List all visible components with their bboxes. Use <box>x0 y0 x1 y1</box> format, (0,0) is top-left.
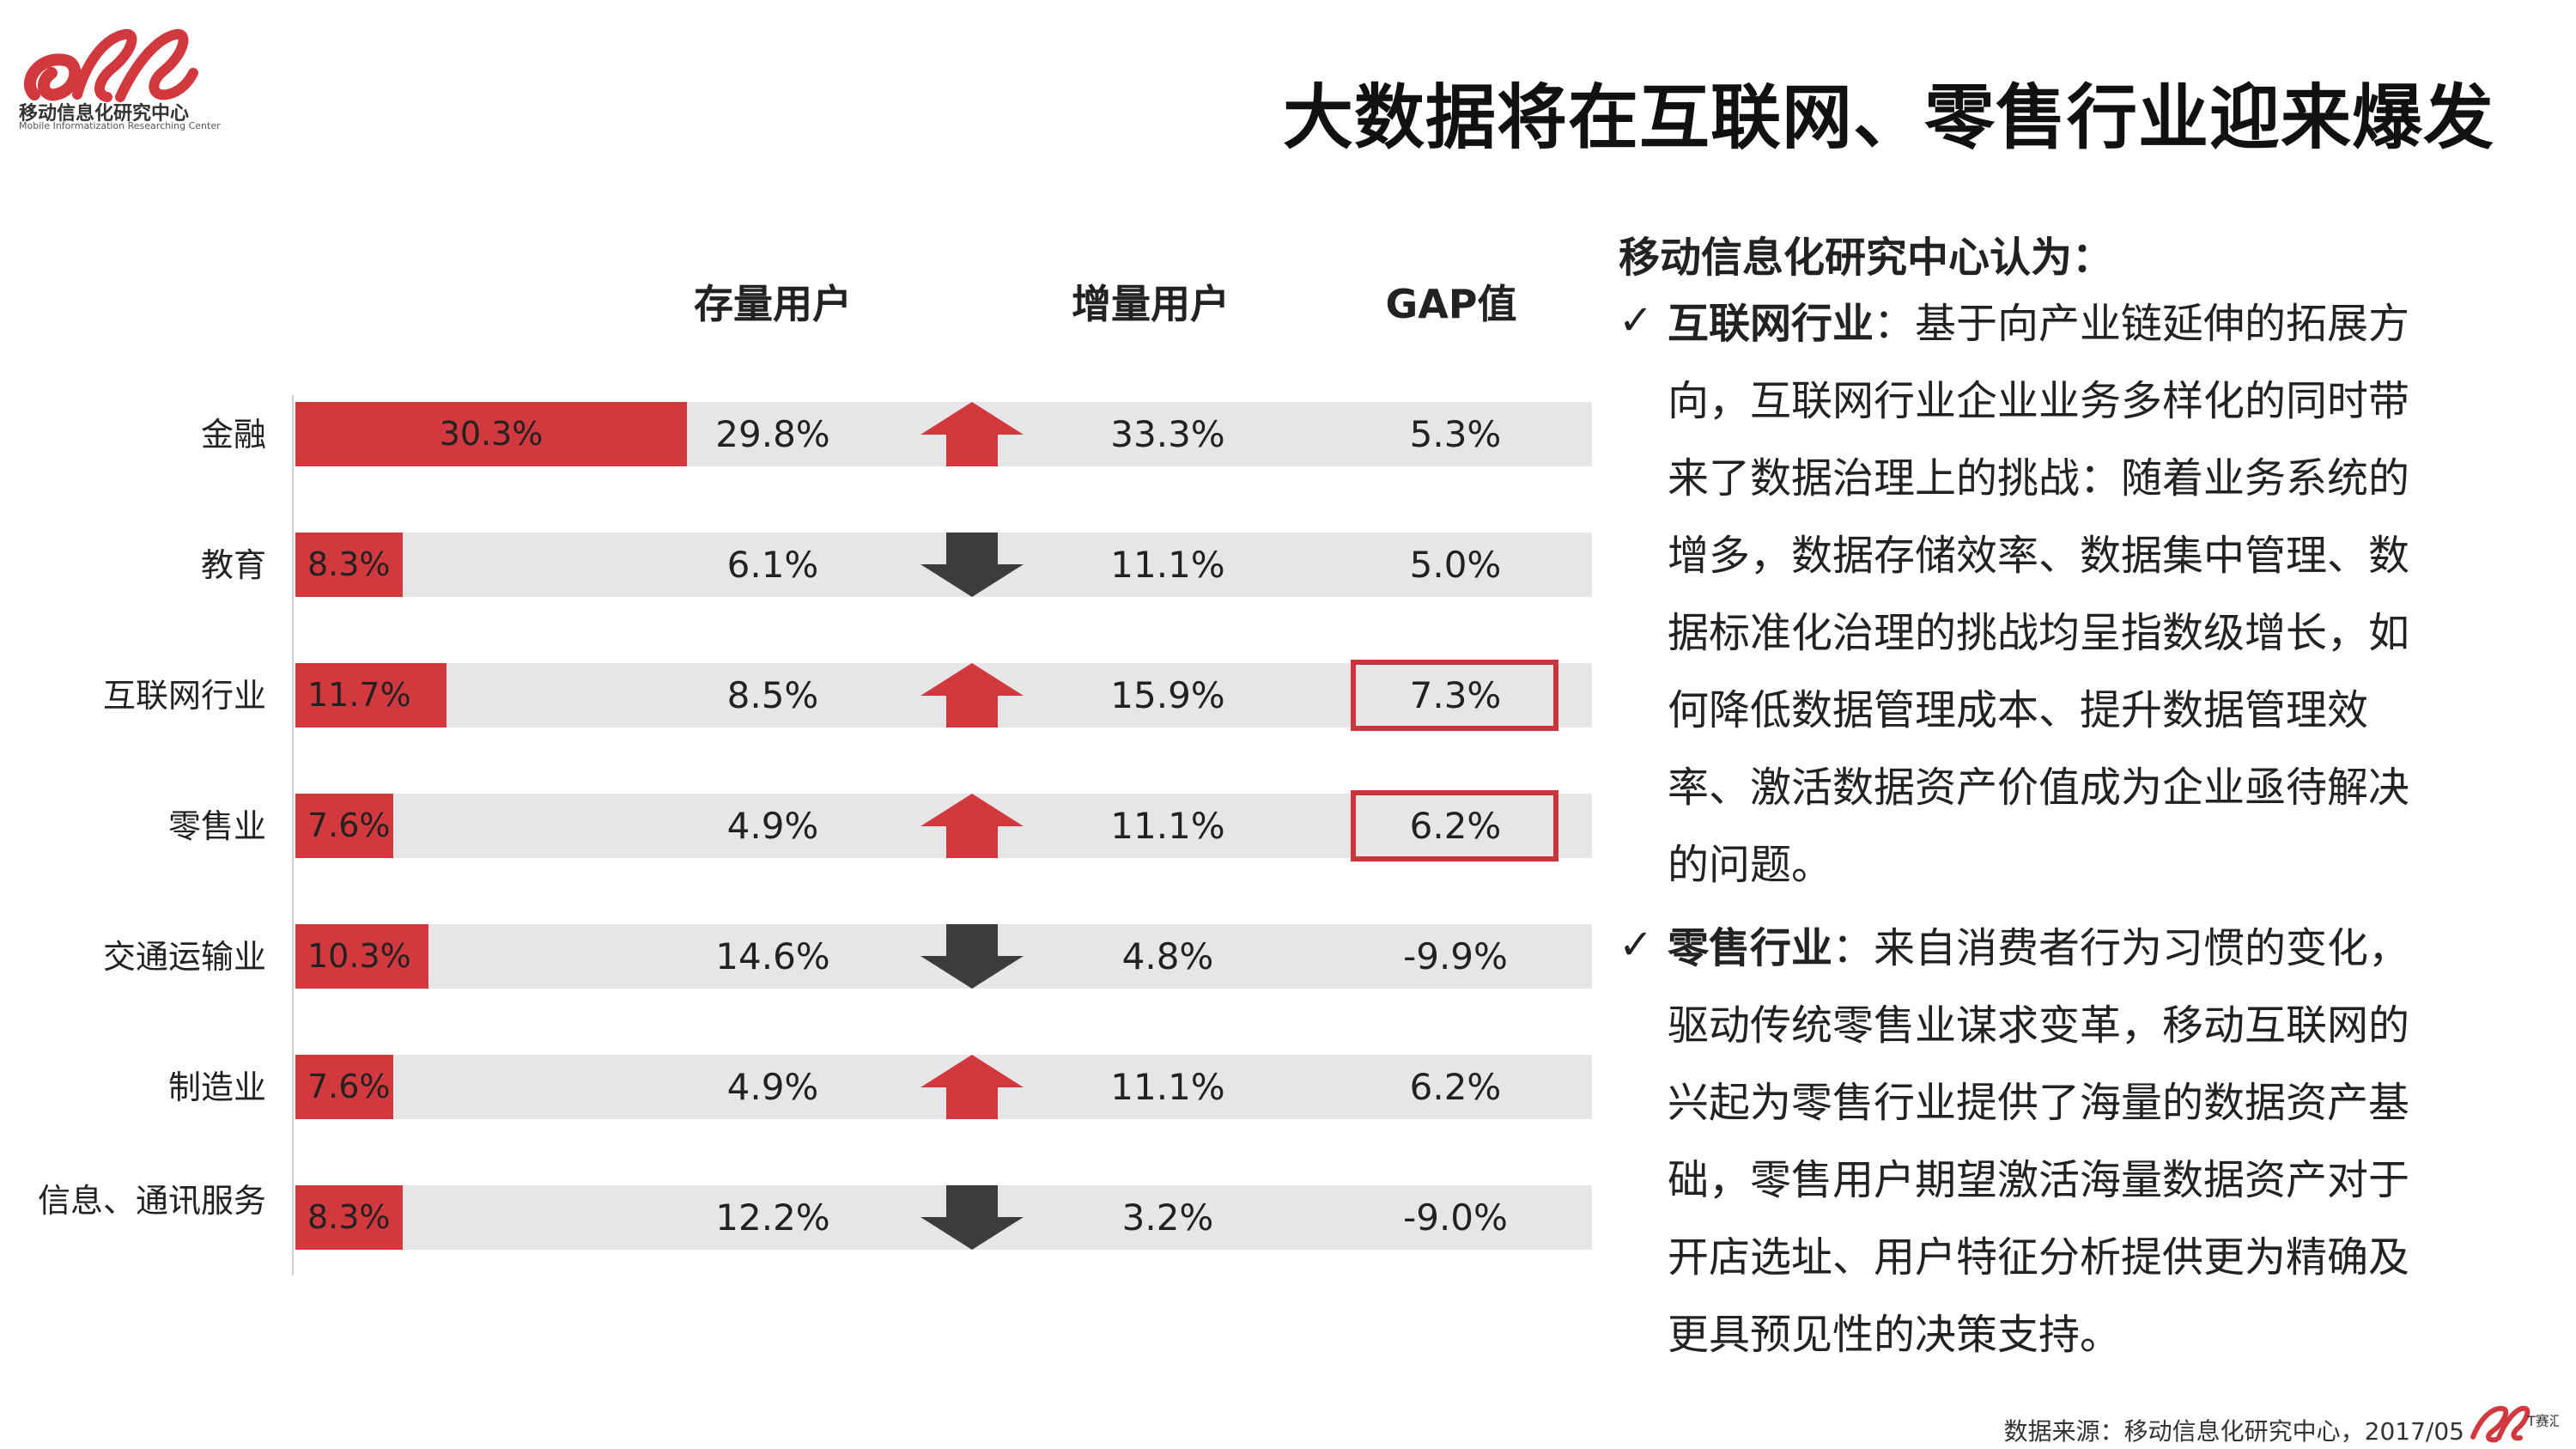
brand-logo <box>24 28 198 102</box>
bar-value-label: 7.6% <box>307 1068 391 1105</box>
bar <box>295 402 687 466</box>
increment-value: 33.3% <box>1110 413 1225 455</box>
increment-value: 3.2% <box>1121 1196 1214 1239</box>
check-icon: ✓ <box>1619 921 1654 969</box>
commentary-point-text: ：基于向产业链延伸的拓展方向，互联网行业企业业务多样化的同时带来了数据治理上的挑… <box>1668 300 2410 889</box>
stock-value: 4.9% <box>726 805 819 847</box>
commentary-point-internet: 互联网行业：基于向产业链延伸的拓展方向，互联网行业企业业务多样化的同时带来了数据… <box>1668 285 2440 904</box>
category-label: 教育 <box>200 546 266 584</box>
gap-value: 5.0% <box>1409 544 1502 586</box>
category-label: 金融 <box>200 416 266 454</box>
stock-value: 29.8% <box>715 413 830 455</box>
arrow-up-shape <box>920 402 1024 466</box>
category-axis-line <box>292 395 294 1275</box>
gap-value: 6.2% <box>1409 1066 1502 1108</box>
arrow-down-shape <box>920 533 1024 597</box>
page-title: 大数据将在互联网、零售行业迎来爆发 <box>1282 77 2494 159</box>
increment-value: 15.9% <box>1110 674 1225 716</box>
commentary-title: 移动信息化研究中心认为： <box>1619 234 2114 282</box>
stock-value: 14.6% <box>715 935 830 977</box>
arrow-up-icon <box>920 794 1024 858</box>
check-icon: ✓ <box>1619 296 1654 344</box>
commentary-point-heading: 互联网行业 <box>1668 300 1874 348</box>
bar-value-label: 8.3% <box>307 545 391 583</box>
bar <box>295 924 428 989</box>
gap-value: 7.3% <box>1409 674 1502 716</box>
commentary-point-text: ：来自消费者行为习惯的变化，驱动传统零售业谋求变革，移动互联网的兴起为零售行业提… <box>1668 924 2410 1359</box>
gap-highlight-box <box>1351 790 1558 861</box>
brand-subtitle: Mobile Informatization Researching Cente… <box>19 120 221 131</box>
stock-value: 8.5% <box>726 674 819 716</box>
bar <box>295 533 403 597</box>
gap-value: 6.2% <box>1409 805 1502 847</box>
arrow-up-icon <box>920 402 1024 466</box>
arrow-down-icon <box>920 1185 1024 1250</box>
bar <box>295 1185 403 1250</box>
category-label: 交通运输业 <box>102 938 266 976</box>
commentary-point-heading: 零售行业 <box>1668 924 1833 972</box>
industry-comparison-chart: 金融 30.3% 29.8% 33.3% 5.3% 教育 8.3% 6.1% 11.1% 5.0%… <box>37 395 1592 1275</box>
arrow-down-shape <box>920 1185 1024 1250</box>
stock-value: 12.2% <box>715 1196 830 1239</box>
bar-value-label: 10.3% <box>307 937 411 975</box>
increment-value: 11.1% <box>1110 1066 1225 1108</box>
category-label: 信息、通讯服务 <box>37 1182 266 1220</box>
arrow-down-icon <box>920 533 1024 597</box>
gap-value: -9.0% <box>1403 1196 1508 1239</box>
footer-logo-text: T赛汇 <box>2526 1413 2559 1429</box>
bar <box>295 1055 394 1119</box>
category-label: 零售业 <box>167 807 266 845</box>
column-header-increment: 增量用户 <box>1072 281 1230 327</box>
bar-value-label: 30.3% <box>439 415 544 453</box>
category-label: 制造业 <box>167 1068 266 1106</box>
data-source-note: 数据来源：移动信息化研究中心，2017/05 <box>2003 1417 2464 1446</box>
increment-value: 11.1% <box>1110 805 1225 847</box>
bar <box>295 794 394 858</box>
gap-value: 5.3% <box>1409 413 1502 455</box>
stock-value: 6.1% <box>726 544 819 586</box>
increment-value: 4.8% <box>1121 935 1214 977</box>
bar-value-label: 11.7% <box>307 676 411 714</box>
column-header-gap: GAP值 <box>1385 281 1517 327</box>
bar-value-label: 8.3% <box>307 1198 391 1236</box>
bar-value-label: 7.6% <box>307 807 391 844</box>
arrow-up-shape <box>920 663 1024 728</box>
gap-highlight-box <box>1351 660 1558 731</box>
arrow-down-shape <box>920 924 1024 989</box>
brand-name: 移动信息化研究中心 <box>19 103 190 125</box>
arrow-down-icon <box>920 924 1024 989</box>
column-header-stock: 存量用户 <box>694 281 852 327</box>
stock-value: 4.9% <box>726 1066 819 1108</box>
arrow-up-icon <box>920 1055 1024 1119</box>
category-label: 互联网行业 <box>102 677 266 715</box>
commentary-point-retail: 零售行业：来自消费者行为习惯的变化，驱动传统零售业谋求变革，移动互联网的兴起为零… <box>1668 910 2440 1373</box>
increment-value: 11.1% <box>1110 544 1225 586</box>
gap-value: -9.9% <box>1403 935 1508 977</box>
bar <box>295 663 447 728</box>
arrow-up-shape <box>920 794 1024 858</box>
footer-logo: T赛汇 <box>2470 1405 2559 1443</box>
arrow-up-icon <box>920 663 1024 728</box>
arrow-up-shape <box>920 1055 1024 1119</box>
